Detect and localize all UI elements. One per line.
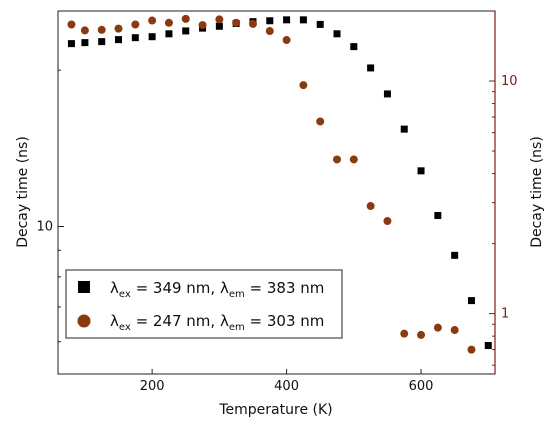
data-point xyxy=(434,212,442,220)
data-point xyxy=(131,34,139,42)
data-point xyxy=(148,33,156,41)
left-axis-title: Decay time (ns) xyxy=(15,136,31,248)
x-axis-ticks: 200 400 600 xyxy=(140,369,434,394)
data-point xyxy=(350,43,358,51)
data-point xyxy=(80,26,89,35)
legend: λex = 349 nm, λem = 383 nm λex = 247 nm,… xyxy=(65,269,343,339)
data-point xyxy=(417,330,426,339)
data-point xyxy=(451,251,459,259)
left-axis-ticks: 10 xyxy=(36,69,64,343)
data-point xyxy=(433,323,442,332)
legend-label-series-2: λex = 247 nm, λem = 303 nm xyxy=(110,312,324,333)
data-point xyxy=(248,19,257,28)
data-point xyxy=(383,90,391,98)
data-point xyxy=(182,27,190,35)
data-point xyxy=(81,39,89,47)
left-tick-label: 10 xyxy=(36,220,53,235)
data-points xyxy=(67,14,492,354)
legend-label-series-1: λex = 349 nm, λem = 383 nm xyxy=(110,279,324,300)
data-point xyxy=(265,27,274,36)
data-point xyxy=(164,18,173,27)
data-point xyxy=(98,38,106,46)
data-point xyxy=(417,167,425,175)
data-point xyxy=(115,36,123,44)
data-point xyxy=(215,15,224,24)
data-point xyxy=(316,20,324,28)
right-tick-label: 1 xyxy=(501,307,509,322)
data-point xyxy=(366,202,375,211)
data-point xyxy=(67,40,75,48)
series-2 xyxy=(67,14,476,354)
data-point xyxy=(299,81,308,90)
data-point xyxy=(232,18,241,27)
x-tick-label: 600 xyxy=(409,379,434,394)
data-point xyxy=(400,329,409,338)
data-point xyxy=(131,20,140,29)
data-point xyxy=(467,297,475,305)
data-point xyxy=(299,16,307,24)
data-point xyxy=(148,16,157,25)
right-tick-label: 10 xyxy=(501,74,518,89)
x-axis-title: Temperature (K) xyxy=(218,402,332,418)
data-point xyxy=(97,25,106,34)
x-tick-label: 200 xyxy=(140,379,165,394)
data-point xyxy=(367,64,375,72)
data-point xyxy=(333,30,341,38)
legend-marker-series-2 xyxy=(77,314,91,328)
data-point xyxy=(67,20,76,29)
data-point xyxy=(282,36,291,45)
right-axis-title: Decay time (ns) xyxy=(529,136,545,248)
data-point xyxy=(181,14,190,23)
data-point xyxy=(450,326,459,335)
data-point xyxy=(266,17,274,25)
data-point xyxy=(198,21,207,30)
data-point xyxy=(114,24,123,33)
data-point xyxy=(316,117,325,126)
data-point xyxy=(283,16,291,24)
data-point xyxy=(333,155,342,164)
legend-box xyxy=(65,269,343,339)
legend-marker-series-1 xyxy=(78,281,90,293)
data-point xyxy=(467,345,476,354)
data-point xyxy=(215,22,223,30)
x-tick-label: 400 xyxy=(274,379,299,394)
data-point xyxy=(165,30,173,38)
right-axis-ticks: 1 10 xyxy=(489,74,518,366)
data-point xyxy=(349,155,358,164)
data-point xyxy=(400,125,408,133)
data-point xyxy=(383,217,392,226)
data-point xyxy=(484,342,492,350)
